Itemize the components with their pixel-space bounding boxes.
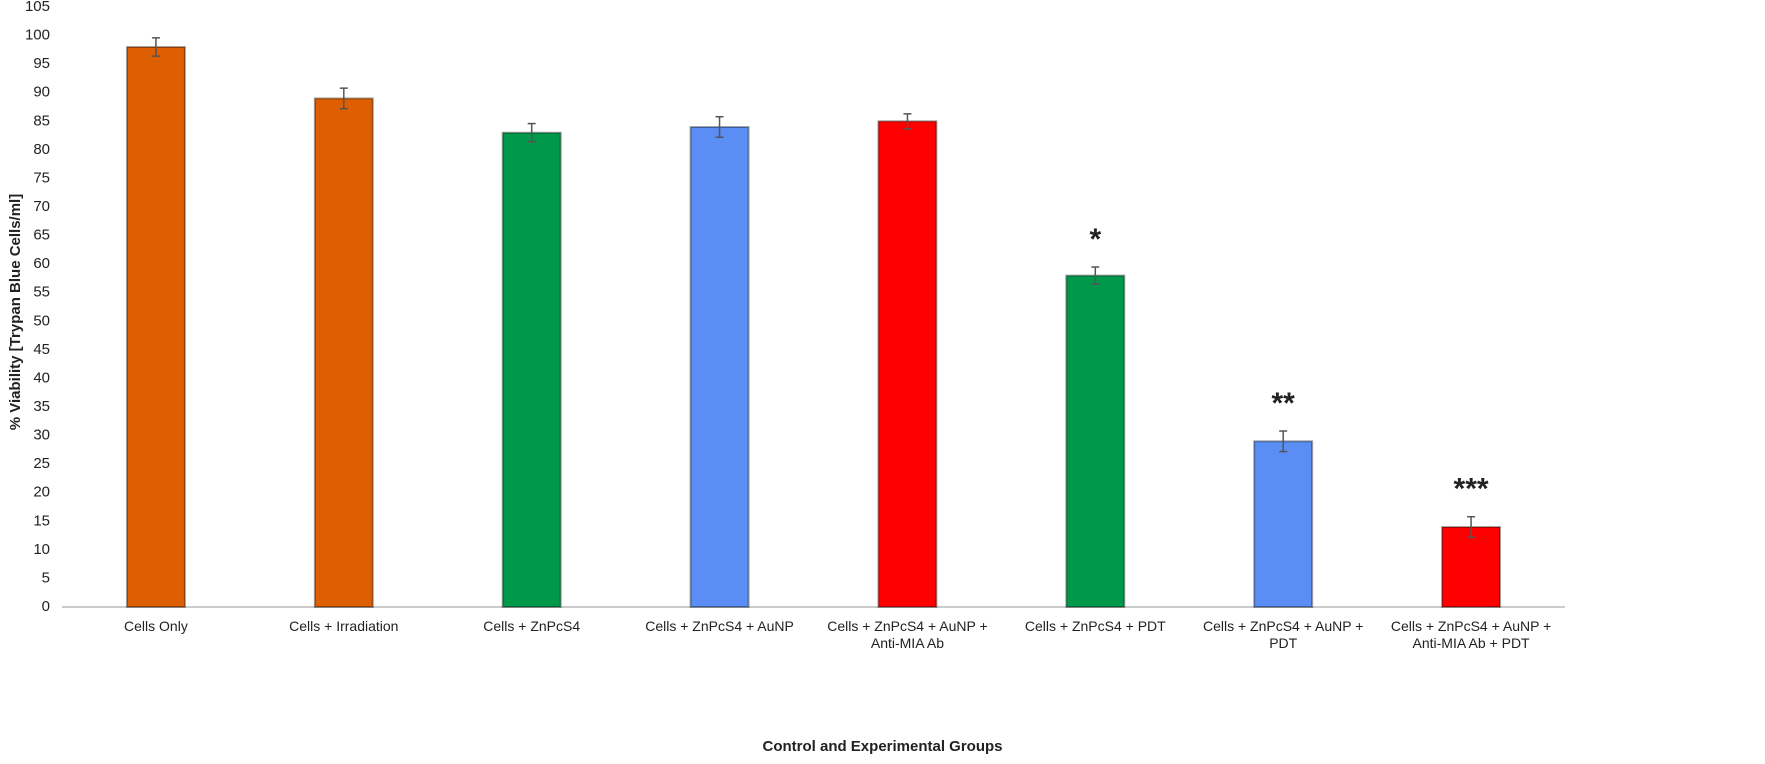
y-tick-label: 20	[33, 484, 50, 501]
bar	[313, 97, 374, 609]
y-tick-label: 70	[33, 198, 50, 215]
bar	[1065, 274, 1126, 608]
x-tick-label: Cells + ZnPcS4 + AuNP + Anti-MIA Ab + PD…	[1390, 618, 1552, 651]
y-tick-label: 105	[25, 0, 50, 15]
significance-label: *	[1089, 223, 1101, 256]
y-tick-label: 60	[33, 255, 50, 272]
bar	[125, 46, 186, 608]
x-tick-label: Cells + ZnPcS4 + PDT	[1024, 618, 1166, 634]
y-tick-label: 35	[33, 398, 50, 415]
x-tick-label: Cells + ZnPcS4 + AuNP + PDT	[1202, 618, 1364, 651]
y-tick-label: 80	[33, 141, 50, 158]
x-tick-label: Cells + ZnPcS4 + AuNP + Anti-MIA Ab	[827, 618, 988, 651]
x-tick-label: Cells + ZnPcS4	[483, 618, 581, 634]
y-tick-label: 15	[33, 512, 50, 529]
bar	[689, 126, 750, 608]
bar	[1441, 526, 1502, 608]
x-tick-label: Cells + ZnPcS4 + AuNP	[645, 618, 794, 634]
y-tick-label: 50	[33, 312, 50, 329]
y-tick-label: 5	[42, 569, 50, 586]
y-tick-label: 45	[33, 341, 50, 358]
bar	[501, 131, 562, 608]
y-tick-label: 0	[42, 598, 50, 615]
y-tick-label: 100	[25, 27, 50, 44]
y-tick-label: 10	[33, 541, 50, 558]
significance-label: **	[1272, 387, 1296, 420]
y-axis-title: % Viability [Trypan Blue Cells/ml]	[7, 194, 24, 430]
x-tick-label: Cells Only	[124, 618, 188, 634]
y-tick-label: 65	[33, 227, 50, 244]
x-axis-title: Control and Experimental Groups	[762, 738, 1003, 755]
x-tick-label: Cells + Irradiation	[289, 618, 399, 634]
y-tick-label: 25	[33, 455, 50, 472]
y-tick-label: 40	[33, 369, 50, 386]
y-tick-label: 55	[33, 284, 50, 301]
y-tick-label: 85	[33, 112, 50, 129]
bar	[877, 120, 938, 609]
y-tick-label: 90	[33, 84, 50, 101]
y-tick-label: 95	[33, 55, 50, 72]
bar	[1253, 440, 1314, 608]
y-tick-label: 30	[33, 427, 50, 444]
y-tick-label: 75	[33, 169, 50, 186]
significance-label: ***	[1454, 473, 1489, 506]
